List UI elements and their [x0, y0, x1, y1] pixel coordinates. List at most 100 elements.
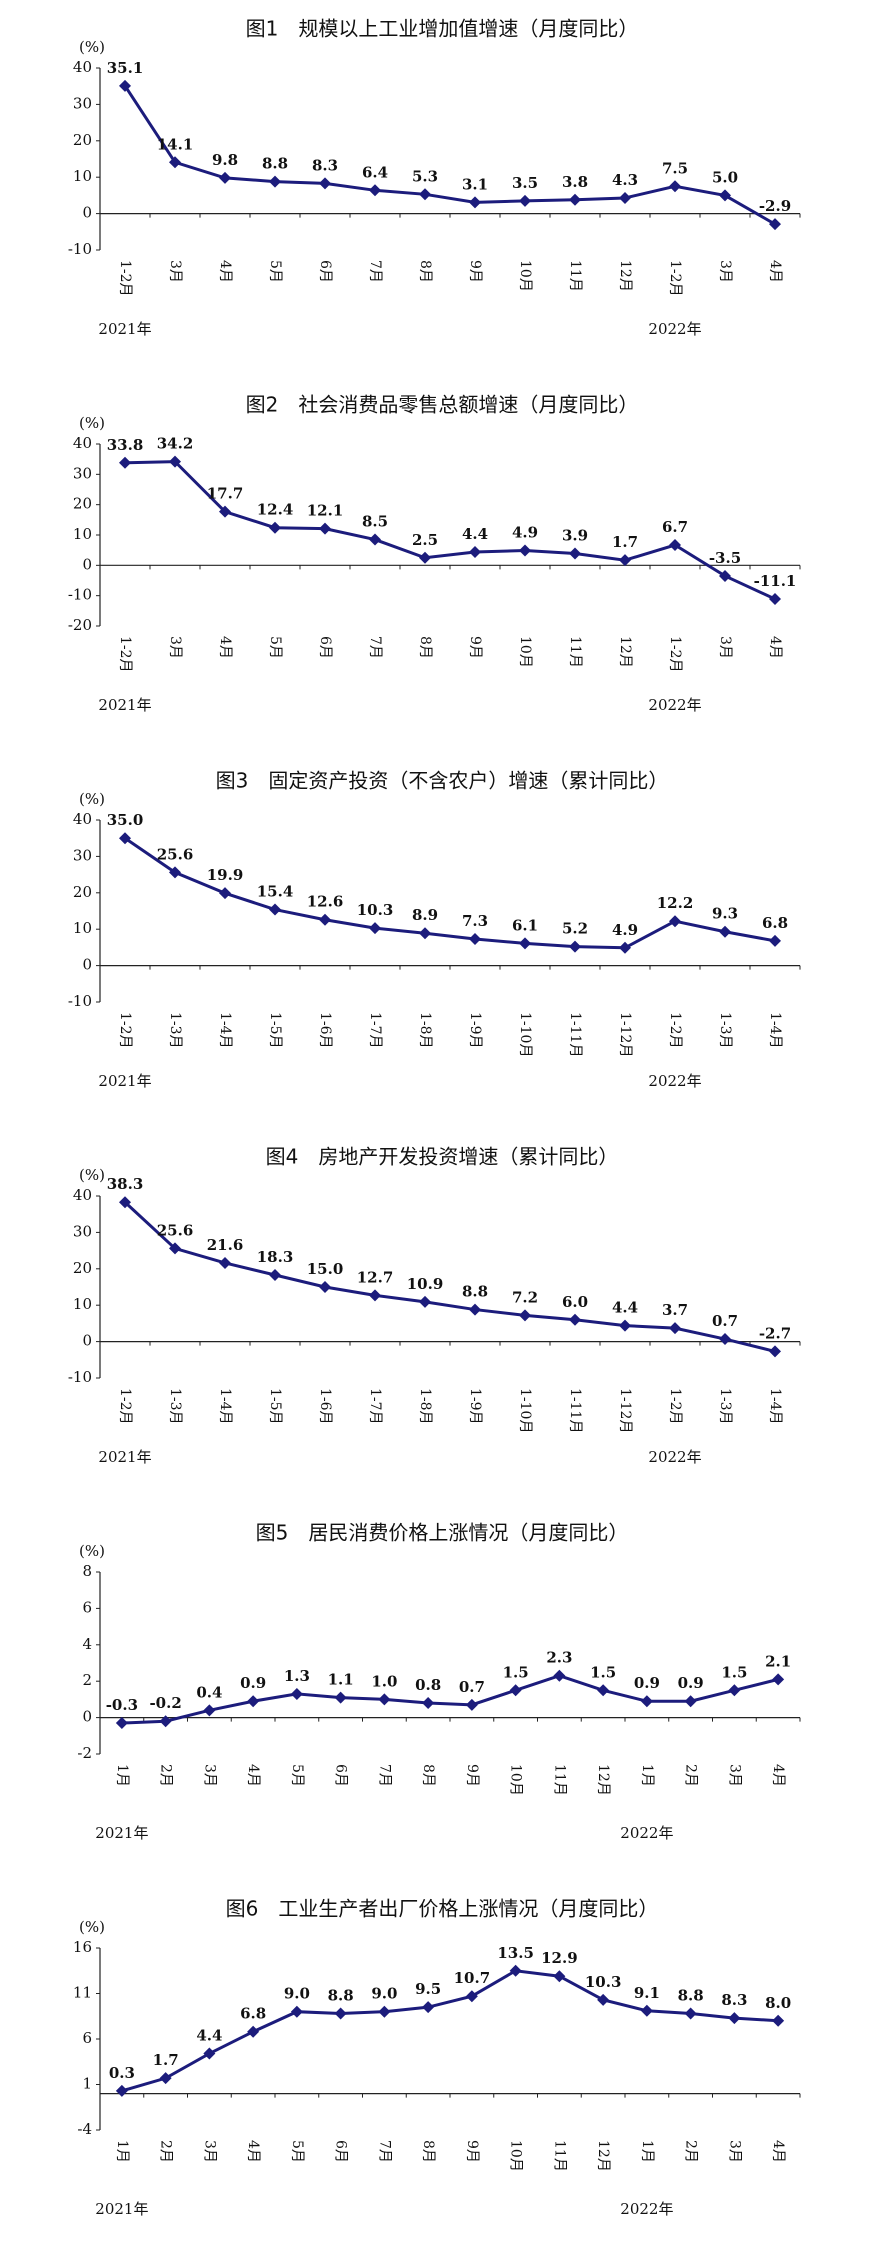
marker [290, 1687, 303, 1700]
x-tick-label: 8月 [417, 636, 433, 659]
value-label: 21.6 [207, 1236, 244, 1254]
marker [169, 1242, 181, 1255]
x-tick-label: 1-6月 [317, 1388, 333, 1425]
marker [369, 533, 381, 546]
chart: 图1 规模以上工业增加值增速（月度同比） (%) -10 0 10 20 30 40 1-2月 3… [68, 17, 801, 338]
chart-title: 图3 固定资产投资（不含农户）增速（累计同比） [216, 769, 669, 793]
x-tick-label: 1-8月 [417, 1012, 433, 1049]
y-unit: (%) [79, 790, 105, 808]
chart-title: 图4 房地产开发投资增速（累计同比） [266, 1145, 619, 1169]
marker [719, 1333, 731, 1346]
year-label: 2022年 [648, 1448, 701, 1466]
value-label: 5.2 [562, 920, 588, 938]
x-tick-label: 5月 [289, 2140, 305, 2163]
x-tick-label: 2月 [158, 1764, 174, 1787]
value-label: 6.7 [662, 518, 688, 536]
marker [769, 934, 781, 947]
value-label: 10.3 [357, 901, 394, 919]
value-label: 15.0 [307, 1260, 344, 1278]
value-label: 1.5 [503, 1663, 529, 1681]
x-tick-label: 1-4月 [767, 1012, 783, 1049]
value-label: -2.9 [759, 197, 791, 215]
value-label: 4.9 [612, 921, 638, 939]
y-unit: (%) [79, 1542, 105, 1560]
y-tick-label: -10 [68, 240, 92, 258]
value-label: -0.2 [149, 1694, 181, 1712]
y-tick-label: 10 [73, 919, 92, 937]
year-label: 2021年 [98, 1448, 151, 1466]
marker [619, 1319, 631, 1332]
value-label: 8.5 [362, 513, 388, 531]
chart: 图3 固定资产投资（不含农户）增速（累计同比） (%) -10 0 10 20 30 40 1-… [68, 769, 801, 1090]
marker [419, 188, 431, 201]
marker [519, 937, 531, 950]
marker [640, 2004, 653, 2017]
y-tick-label: 40 [73, 1186, 92, 1204]
x-tick-label: 3月 [201, 2140, 217, 2163]
marker [419, 927, 431, 940]
value-label: 12.4 [257, 501, 294, 519]
x-tick-label: 1-5月 [267, 1012, 283, 1049]
x-tick-label: 11月 [567, 636, 583, 668]
x-tick-label: 10月 [508, 2140, 524, 2172]
marker [465, 1990, 478, 2003]
value-label: 7.5 [662, 159, 688, 177]
x-tick-label: 4月 [767, 260, 783, 283]
year-label: 2021年 [98, 1072, 151, 1090]
value-label: 8.3 [312, 156, 338, 174]
value-label: 8.9 [412, 906, 438, 924]
value-label: 7.2 [512, 1288, 538, 1306]
marker [319, 522, 331, 535]
marker [619, 191, 631, 204]
y-tick-label: 8 [82, 1562, 92, 1580]
value-label: 0.9 [678, 1674, 704, 1692]
y-tick-label: 6 [82, 2029, 92, 2047]
marker [203, 2047, 216, 2060]
x-tick-label: 4月 [770, 2140, 786, 2163]
value-label: 1.5 [590, 1663, 616, 1681]
x-tick-label: 1-11月 [567, 1388, 583, 1433]
x-tick-label: 8月 [420, 2140, 436, 2163]
x-tick-label: 12月 [617, 260, 633, 292]
x-tick-label: 3月 [717, 636, 733, 659]
x-tick-label: 4月 [770, 1764, 786, 1787]
marker [569, 940, 581, 953]
chart-title: 图2 社会消费品零售总额增速（月度同比） [246, 393, 639, 417]
marker [419, 1295, 431, 1308]
year-label: 2021年 [98, 696, 151, 714]
year-label: 2021年 [98, 320, 151, 338]
y-tick-label: -10 [68, 586, 92, 604]
y-tick-label: 6 [82, 1598, 92, 1616]
value-label: 0.3 [109, 2064, 135, 2082]
marker [169, 866, 181, 879]
x-tick-label: 1-3月 [167, 1388, 183, 1425]
x-tick-label: 1-8月 [417, 1388, 433, 1425]
x-tick-label: 1月 [114, 2140, 130, 2163]
x-tick-label: 1-3月 [717, 1012, 733, 1049]
x-tick-label: 2月 [158, 2140, 174, 2163]
x-tick-label: 11月 [567, 260, 583, 292]
value-label: 34.2 [157, 435, 194, 453]
marker [369, 922, 381, 935]
marker [669, 1322, 681, 1335]
line [121, 1674, 779, 1725]
value-label: 2.5 [412, 531, 438, 549]
value-label: 0.8 [415, 1676, 441, 1694]
x-tick-label: 1-2月 [117, 260, 133, 297]
marker [115, 1717, 128, 1730]
value-label: 25.6 [157, 1221, 194, 1239]
marker [247, 1695, 260, 1708]
marker [269, 903, 281, 916]
marker [115, 2084, 128, 2097]
chart-title: 图6 工业生产者出厂价格上涨情况（月度同比） [226, 1897, 659, 1921]
x-tick-label: 1月 [114, 1764, 130, 1787]
y-tick-label: -2 [77, 1744, 92, 1762]
x-tick-label: 3月 [167, 260, 183, 283]
marker [640, 1695, 653, 1708]
x-tick-label: 1-2月 [117, 636, 133, 673]
value-label: 10.7 [454, 1969, 491, 1987]
x-tick-label: 1-9月 [467, 1388, 483, 1425]
year-label: 2021年 [95, 2200, 148, 2218]
value-label: 33.8 [107, 436, 144, 454]
marker [769, 218, 781, 231]
